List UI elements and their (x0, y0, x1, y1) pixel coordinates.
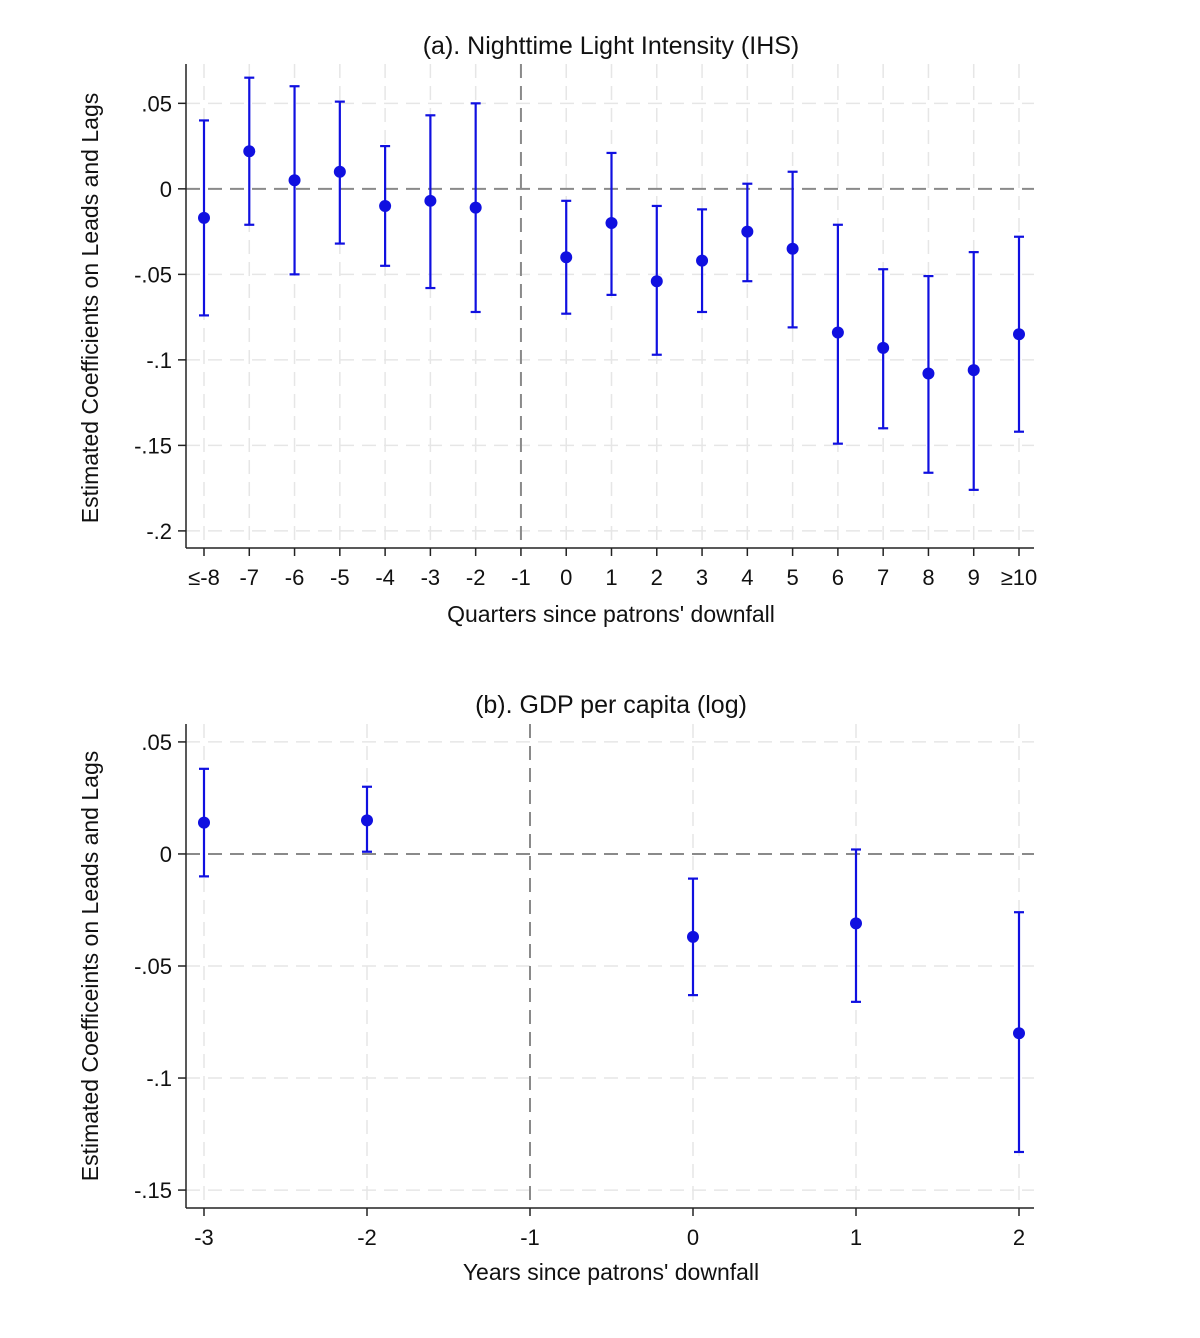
coefficient-point (469, 201, 482, 214)
data-point-group (1013, 235, 1025, 433)
data-point-group (831, 223, 844, 445)
x-tick-label: 4 (741, 565, 753, 590)
data-point-group (333, 100, 346, 245)
x-tick-label: -6 (285, 565, 305, 590)
x-tick-label: 2 (1013, 1225, 1025, 1250)
x-axis-label: Quarters since patrons' downfall (447, 601, 775, 627)
coefficient-point (288, 174, 301, 187)
data-point-group (650, 204, 663, 356)
x-tick-label: -4 (375, 565, 395, 590)
data-point-group (361, 785, 373, 853)
coefficient-point (741, 225, 754, 238)
x-tick-label: -5 (330, 565, 350, 590)
coefficient-point (786, 242, 799, 255)
y-axis-label: Estimated Coefficeints on Leads and Lags (77, 751, 103, 1181)
chart-title: (b). GDP per capita (log) (475, 691, 747, 719)
coefficient-point (379, 199, 392, 212)
coefficient-point (605, 217, 618, 230)
y-tick-label: -.05 (134, 262, 172, 287)
data-point-group (424, 114, 437, 290)
x-tick-label: ≥10 (1001, 565, 1038, 590)
y-tick-label: -.2 (146, 519, 172, 544)
y-tick-label: -.1 (146, 1066, 172, 1091)
coefficient-point (198, 816, 210, 829)
data-point-group (1013, 911, 1025, 1154)
y-tick-label: -.1 (146, 348, 172, 373)
x-tick-label: -2 (357, 1225, 377, 1250)
coefficient-point (967, 364, 980, 377)
coefficient-point (1013, 1027, 1025, 1040)
data-point-group (198, 119, 210, 317)
x-axis-label: Years since patrons' downfall (463, 1259, 759, 1285)
x-tick-label: 1 (850, 1225, 862, 1250)
data-point-group (786, 170, 799, 329)
data-point-group (243, 76, 256, 226)
data-point-group (560, 199, 573, 315)
data-point-group (877, 268, 890, 430)
data-point-group (469, 102, 482, 314)
coefficient-point (560, 251, 573, 264)
gridlines (186, 64, 1034, 548)
y-tick-label: -.15 (134, 433, 172, 458)
chart-title: (a). Nighttime Light Intensity (IHS) (423, 32, 800, 60)
coefficient-point (850, 917, 862, 930)
coefficient-point (333, 165, 346, 178)
x-tick-label: -3 (194, 1225, 214, 1250)
coefficient-point (696, 254, 709, 267)
coefficient-point (687, 930, 699, 943)
data-point-group (850, 848, 862, 1003)
y-tick-label: 0 (160, 842, 172, 867)
x-tick-label: 0 (560, 565, 572, 590)
coefficient-point (877, 341, 890, 354)
data-point-group (687, 877, 699, 997)
coefficient-point (650, 275, 663, 288)
data-point-group (967, 251, 980, 491)
x-tick-label: -7 (239, 565, 259, 590)
x-tick-label: 1 (605, 565, 617, 590)
coefficient-point (424, 194, 437, 207)
coefficient-point (361, 814, 373, 827)
x-tick-label: 8 (922, 565, 934, 590)
x-tick-label: 9 (968, 565, 980, 590)
coefficient-point (922, 367, 935, 380)
x-tick-label: -2 (466, 565, 486, 590)
y-tick-label: .05 (141, 91, 172, 116)
y-tick-label: -.15 (134, 1178, 172, 1203)
x-tick-label: 0 (687, 1225, 699, 1250)
x-tick-label: -1 (520, 1225, 540, 1250)
coefficient-point (1013, 328, 1025, 341)
y-tick-label: -.05 (134, 954, 172, 979)
y-axis-label: Estimated Coefficients on Leads and Lags (77, 93, 103, 523)
coefficient-point (198, 211, 210, 224)
gridlines (186, 724, 1034, 1208)
panel-a-nighttime-light: (a). Nighttime Light Intensity (IHS) Qua… (77, 32, 1037, 627)
data-point-group (379, 144, 392, 267)
panel-b-gdp-per-capita: (b). GDP per capita (log) Years since pa… (77, 691, 1034, 1285)
x-tick-label: 3 (696, 565, 708, 590)
y-tick-label: .05 (141, 730, 172, 755)
y-tick-label: 0 (160, 177, 172, 202)
x-tick-label: -3 (421, 565, 441, 590)
coefficient-point (243, 145, 256, 158)
x-tick-label: 7 (877, 565, 889, 590)
x-tick-label: ≤-8 (188, 565, 220, 590)
data-point-group (696, 208, 709, 314)
data-point-group (922, 274, 935, 474)
x-tick-label: 5 (786, 565, 798, 590)
data-point-group (288, 85, 301, 276)
x-tick-label: 2 (651, 565, 663, 590)
coefficient-point (831, 326, 844, 339)
x-tick-label: 6 (832, 565, 844, 590)
data-point-group (605, 151, 618, 296)
data-point-group (741, 182, 754, 283)
data-point-group (198, 767, 210, 878)
x-tick-label: -1 (511, 565, 531, 590)
